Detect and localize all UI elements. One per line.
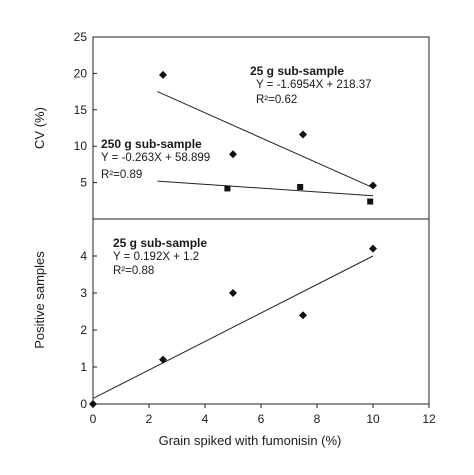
top-series-1-equation: Y = -1.6954X + 218.37 (256, 79, 372, 91)
top-series-1-r2: R²=0.62 (256, 94, 297, 106)
top-series-2-name: 250 g sub-sample (101, 137, 202, 151)
bottom-series-1-r2: R²=0.88 (113, 265, 154, 277)
bottom-point-diamond (229, 289, 237, 297)
top-point-diamond (159, 70, 167, 79)
top-y-tick-label: 5 (80, 176, 87, 190)
x-tick-label: 2 (146, 412, 153, 426)
x-axis-label: Grain spiked with fumonisin (%) (159, 433, 342, 448)
bottom-y-tick-label: 3 (80, 286, 87, 300)
top-y-tick-label: 25 (74, 30, 88, 44)
top-panel: 5 10 15 20 25 CV (%) 25 g sub-sample Y = -1.… (32, 30, 430, 220)
x-tick-label: 6 (258, 412, 265, 426)
bottom-trendline-1 (92, 255, 374, 399)
top-point-square (224, 185, 231, 192)
bottom-series-1-equation: Y = 0.192X + 1.2 (113, 251, 199, 263)
top-series-1-name: 25 g sub-sample (250, 64, 344, 78)
top-y-ticks: 5 10 15 20 25 (74, 30, 97, 190)
bottom-y-axis-label: Positive samples (32, 251, 47, 349)
top-trendlines (157, 91, 374, 197)
top-y-tick-label: 10 (74, 139, 88, 153)
bottom-series-1-name: 25 g sub-sample (113, 236, 207, 250)
bottom-point-diamond (89, 400, 97, 408)
top-point-diamond (369, 181, 377, 190)
top-trendline-2 (157, 180, 374, 197)
bottom-data-points (89, 244, 377, 408)
bottom-y-tick-label: 4 (80, 249, 87, 263)
top-point-diamond (299, 130, 307, 139)
x-tick-label: 4 (202, 412, 209, 426)
bottom-y-ticks: 0 1 2 3 4 (80, 249, 97, 411)
bottom-y-tick-label: 0 (80, 397, 87, 411)
bottom-y-tick-label: 2 (80, 323, 87, 337)
top-series-2-equation: Y = -0.263X + 58.899 (101, 152, 210, 164)
x-tick-label: 0 (90, 412, 97, 426)
top-y-axis-label: CV (%) (32, 107, 47, 149)
bottom-point-diamond (369, 244, 377, 253)
top-y-tick-label: 20 (74, 66, 88, 80)
top-data-points (159, 70, 377, 205)
x-tick-label: 12 (422, 412, 436, 426)
bottom-point-diamond (159, 355, 167, 364)
bottom-trendlines (92, 255, 374, 399)
x-tick-label: 8 (314, 412, 321, 426)
top-point-diamond (229, 150, 237, 159)
top-trendline-1 (157, 91, 374, 189)
bottom-point-diamond (299, 311, 307, 320)
top-point-square (297, 183, 304, 190)
bottom-y-tick-label: 1 (80, 360, 87, 374)
x-tick-label: 10 (366, 412, 380, 426)
bottom-x-ticks: 0 2 4 6 8 10 12 (90, 404, 436, 426)
top-series-2-r2: R²=0.89 (101, 169, 142, 181)
top-point-square (367, 198, 374, 205)
top-y-tick-label: 15 (74, 103, 88, 117)
